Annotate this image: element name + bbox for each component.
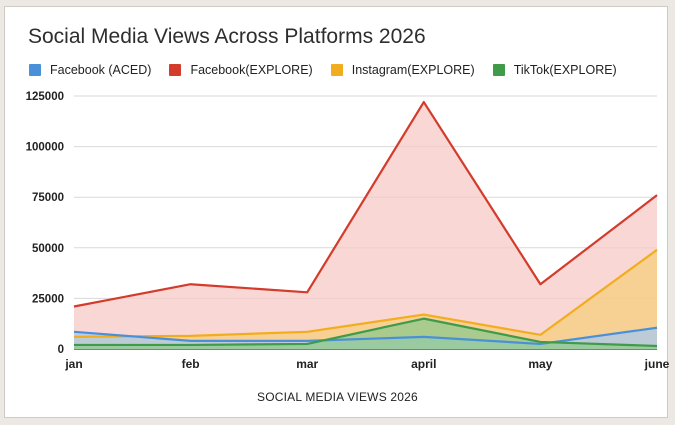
x-tick-label: may bbox=[528, 357, 552, 371]
legend-item-facebook-aced[interactable]: Facebook (ACED) bbox=[29, 63, 151, 77]
y-tick-label: 25000 bbox=[32, 293, 64, 305]
x-tick-label: mar bbox=[296, 357, 318, 371]
legend: Facebook (ACED) Facebook(EXPLORE) Instag… bbox=[29, 61, 635, 79]
y-tick-label: 100000 bbox=[26, 142, 64, 154]
x-tick-label: feb bbox=[182, 357, 200, 371]
legend-item-tiktok-explore[interactable]: TikTok(EXPLORE) bbox=[492, 63, 617, 77]
area-1 bbox=[74, 102, 657, 350]
legend-label: TikTok(EXPLORE) bbox=[513, 63, 617, 77]
legend-item-facebook-explore[interactable]: Facebook(EXPLORE) bbox=[169, 63, 313, 77]
legend-swatch bbox=[169, 64, 182, 76]
x-tick-label: june bbox=[644, 357, 670, 371]
x-axis-title: SOCIAL MEDIA VIEWS 2026 bbox=[257, 390, 418, 404]
legend-label: Facebook (ACED) bbox=[50, 63, 152, 77]
y-tick-label: 75000 bbox=[32, 192, 64, 204]
legend-swatch bbox=[29, 64, 41, 76]
legend-swatch bbox=[330, 64, 343, 76]
legend-item-instagram-explore[interactable]: Instagram(EXPLORE) bbox=[330, 63, 475, 77]
legend-label: Facebook(EXPLORE) bbox=[190, 63, 313, 77]
y-tick-label: 0 bbox=[58, 344, 64, 356]
x-tick-label: april bbox=[411, 357, 436, 371]
series-line-3 bbox=[74, 317, 658, 348]
y-tick-label: 50000 bbox=[32, 243, 64, 255]
series-line-1 bbox=[73, 100, 658, 308]
y-tick-label: 125000 bbox=[26, 91, 64, 103]
chart-title: Social Media Views Across Platforms 2026 bbox=[28, 25, 426, 48]
legend-label: Instagram(EXPLORE) bbox=[351, 63, 475, 77]
series-line-0 bbox=[73, 326, 658, 346]
x-tick-label: jan bbox=[64, 357, 82, 371]
legend-swatch bbox=[492, 64, 505, 76]
series-line-2 bbox=[73, 248, 658, 338]
